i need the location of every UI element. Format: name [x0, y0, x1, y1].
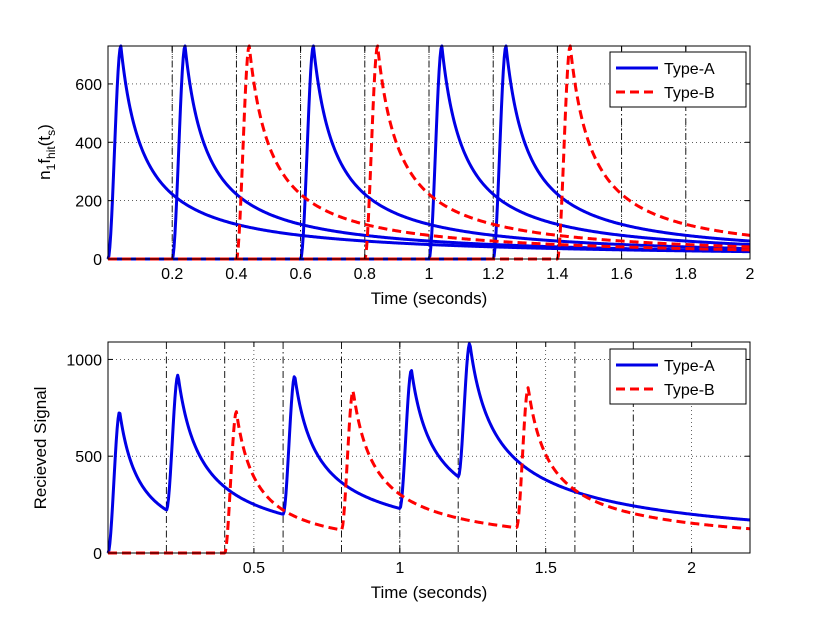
x-tick-label: 1.4 — [546, 266, 568, 283]
x-tick-label: 0.5 — [243, 560, 265, 577]
x-tick-label: 0.8 — [354, 266, 376, 283]
x-tick-label: 2 — [746, 266, 755, 283]
x-tick-label: 1.5 — [535, 560, 557, 577]
legend-box — [609, 348, 747, 405]
x-tick-label: 1 — [425, 266, 434, 283]
legend-label-type-b: Type-B — [664, 382, 715, 399]
x-tick-label: 1.6 — [610, 266, 632, 283]
bottom-legend: Type-A Type-B — [609, 348, 747, 405]
type-b-pulse-line — [107, 44, 751, 261]
top-xlabel: Time (seconds) — [371, 289, 488, 308]
legend-label-type-a: Type-A — [664, 61, 715, 78]
type-a-pulse-line — [107, 44, 751, 261]
y-tick-label: 600 — [75, 77, 102, 94]
y-tick-label: 0 — [93, 546, 102, 563]
x-tick-label: 1.8 — [675, 266, 697, 283]
y-tick-label: 200 — [75, 194, 102, 211]
legend-label-type-b: Type-B — [664, 85, 715, 102]
x-tick-label: 2 — [687, 560, 696, 577]
bottom-xlabel: Time (seconds) — [371, 583, 488, 602]
y-tick-label: 0 — [93, 252, 102, 269]
legend-box — [609, 51, 747, 108]
type-b-signal-line — [107, 386, 751, 555]
y-tick-label: 1000 — [66, 352, 102, 369]
bottom-ylabel: Recieved Signal — [31, 387, 50, 510]
y-tick-label: 400 — [75, 135, 102, 152]
bottom-series — [106, 342, 751, 555]
top-legend: Type-A Type-B — [609, 51, 747, 108]
top-ticks: 0.2 0.4 0.6 0.8 1 1.2 1.4 1.6 1.8 2 0 200 400 600 — [75, 46, 755, 283]
x-tick-label: 1.2 — [482, 266, 504, 283]
bottom-chart-panel: 0.5 1 1.5 2 0 500 1000 Time (seconds) Recieved… — [31, 341, 751, 602]
bottom-plot-frame — [107, 341, 751, 554]
y-tick-label: 500 — [75, 449, 102, 466]
x-tick-label: 0.6 — [289, 266, 311, 283]
top-ylabel: n1fhit(ts) — [35, 124, 58, 180]
x-tick-label: 1 — [395, 560, 404, 577]
bottom-ticks: 0.5 1 1.5 2 0 500 1000 — [66, 342, 750, 577]
x-tick-label: 0.4 — [225, 266, 247, 283]
type-a-signal-line — [106, 342, 751, 554]
legend-label-type-a: Type-A — [664, 358, 715, 375]
top-chart-panel: 0.2 0.4 0.6 0.8 1 1.2 1.4 1.6 1.8 2 0 200 400 600 Tim… — [35, 44, 755, 308]
x-tick-label: 0.2 — [161, 266, 183, 283]
